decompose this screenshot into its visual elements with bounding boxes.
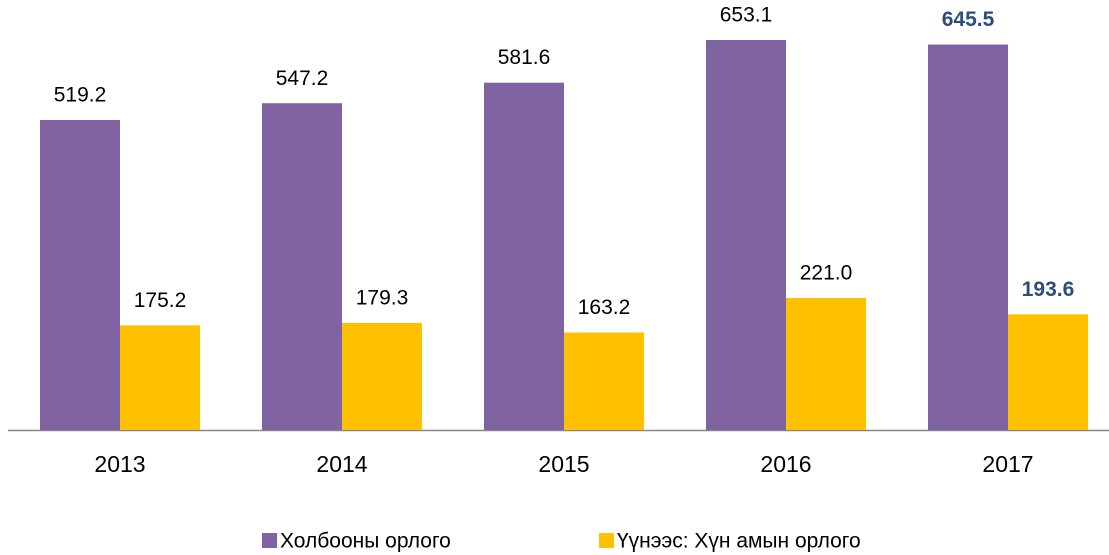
bar (262, 103, 342, 430)
x-tick-label: 2015 (538, 451, 589, 477)
bar (928, 44, 1008, 430)
data-label: 179.3 (356, 286, 409, 309)
data-label: 547.2 (276, 67, 329, 90)
x-tick-label: 2016 (760, 451, 811, 477)
legend-swatch (599, 533, 614, 548)
data-label: 645.5 (942, 8, 995, 31)
bar (1008, 314, 1088, 430)
data-label: 519.2 (54, 84, 107, 107)
bar (564, 332, 644, 430)
bar (120, 325, 200, 430)
legend-label: Холбооны орлого (280, 530, 451, 553)
data-label: 653.1 (720, 4, 773, 27)
x-tick-label: 2014 (316, 451, 367, 477)
data-label: 221.0 (800, 262, 853, 285)
bar (40, 119, 120, 431)
bar (786, 298, 866, 430)
bar (342, 322, 422, 430)
data-label: 581.6 (498, 46, 551, 69)
legend-swatch (262, 533, 277, 548)
data-label: 175.2 (134, 289, 187, 312)
data-label: 163.2 (578, 296, 631, 319)
bar (706, 40, 786, 430)
bar (484, 82, 564, 430)
legend-label: Үүнээс: Хүн амын орлого (617, 530, 861, 553)
x-tick-label: 2017 (982, 451, 1033, 477)
x-tick-label: 2013 (94, 451, 145, 477)
data-label: 193.6 (1022, 278, 1075, 301)
